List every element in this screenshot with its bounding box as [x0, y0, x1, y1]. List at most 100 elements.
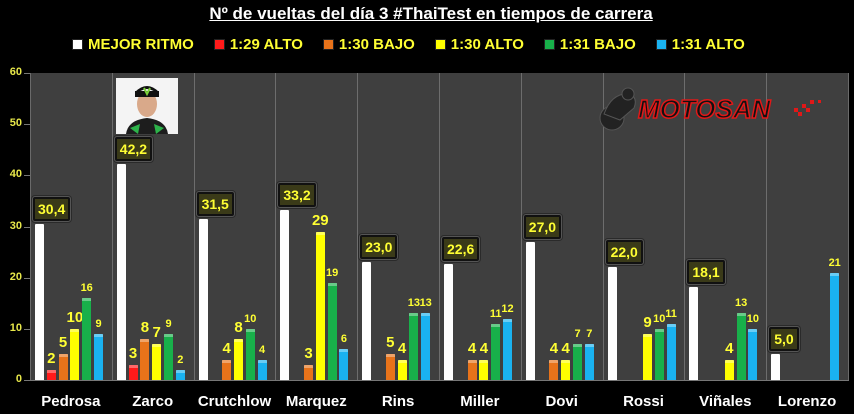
bar-value-label: 4 [222, 339, 231, 357]
bar-value-label: 4 [397, 339, 407, 357]
legend-label: 1:30 ALTO [450, 36, 524, 53]
bar [175, 369, 185, 380]
category-separator [439, 73, 440, 380]
bar [771, 354, 781, 380]
rider-portrait-icon [116, 78, 178, 134]
y-tick-label: 60 [9, 66, 22, 78]
bar [573, 344, 582, 380]
bar-value-label: 10 [653, 312, 666, 325]
category-separator [193, 73, 195, 380]
legend-swatch-icon [72, 39, 83, 50]
bar-value-label: 10 [66, 308, 84, 326]
bar [561, 359, 571, 380]
y-axis-line [30, 73, 31, 381]
bar-value-label: 2 [47, 349, 56, 367]
best-pace-label: 22,6 [440, 236, 481, 263]
bar [689, 287, 699, 380]
chart-title-text: Nº de vueltas del día 3 #ThaiTest en tie… [209, 4, 653, 23]
y-tick-mark [24, 175, 30, 177]
legend-item: 1:30 BAJO [322, 36, 415, 53]
legend-item: 1:30 ALTO [434, 36, 524, 53]
bar-value-label: 11 [665, 307, 677, 320]
bar-value-label: 5 [386, 334, 395, 352]
bar-value-label: 10 [746, 312, 760, 325]
legend-label: 1:31 ALTO [671, 36, 745, 53]
bar [164, 333, 173, 380]
bar [503, 318, 512, 380]
bar-value-label: 7 [152, 324, 161, 342]
x-category-label: Viñales [699, 393, 752, 410]
legend-label: 1:29 ALTO [229, 36, 303, 53]
x-category-label: Crutchlow [197, 393, 272, 410]
bar-value-label: 9 [643, 313, 652, 331]
bar [198, 218, 208, 380]
best-pace-label: 31,5 [195, 190, 235, 217]
legend-label: MEJOR RITMO [88, 36, 194, 53]
bar [46, 369, 56, 380]
x-category-label: Pedrosa [41, 393, 101, 410]
bar-value-label: 7 [586, 328, 593, 341]
motorcycle-rider-icon: MOTOSAN [599, 87, 821, 131]
bar [607, 267, 617, 380]
legend-label: 1:31 BAJO [559, 36, 636, 53]
bar-value-label: 16 [80, 282, 93, 295]
bar-value-label: 6 [340, 333, 347, 346]
bar [549, 359, 559, 380]
y-tick-mark [24, 277, 30, 279]
bar [467, 359, 477, 380]
x-category-label: Lorenzo [777, 393, 837, 410]
bar [58, 354, 68, 380]
best-pace-label: 22,0 [604, 239, 644, 266]
bar [82, 298, 92, 380]
bar [280, 210, 290, 380]
bar [736, 313, 746, 380]
bar-value-label: 13 [734, 297, 748, 310]
chart-title: Nº de vueltas del día 3 #ThaiTest en tie… [0, 4, 854, 24]
bar [304, 364, 313, 380]
legend-item: 1:29 ALTO [213, 36, 303, 53]
bar [362, 262, 372, 380]
bar-value-label: 5 [58, 334, 68, 352]
bar-value-label: 12 [501, 302, 514, 315]
legend-item: 1:31 ALTO [655, 36, 745, 53]
x-category-label: Zarco [132, 393, 174, 410]
best-pace-label: 18,1 [686, 259, 726, 286]
bar [444, 264, 453, 380]
legend-swatch-icon [655, 39, 667, 50]
bar [666, 323, 676, 380]
bar [748, 328, 758, 380]
legend-swatch-icon [322, 39, 334, 50]
bar-value-label: 11 [489, 307, 502, 320]
bar-value-label: 2 [177, 353, 184, 366]
bar-value-label: 4 [549, 339, 559, 357]
bar-value-label: 13 [407, 297, 421, 310]
bar [257, 359, 267, 380]
y-tick-mark [24, 328, 30, 330]
rider-photo [116, 78, 178, 134]
bar-value-label: 4 [259, 343, 266, 356]
bar [525, 241, 535, 380]
bar [479, 359, 489, 380]
bar-value-label: 10 [244, 312, 257, 325]
best-pace-label: 23,0 [359, 234, 399, 261]
bar [35, 224, 44, 380]
bar-value-label: 8 [234, 319, 243, 337]
bar [222, 359, 232, 380]
bar [491, 323, 501, 380]
bar [397, 359, 407, 380]
bar-value-label: 8 [140, 319, 150, 337]
bar-value-label: 19 [325, 266, 339, 279]
y-tick-mark [24, 124, 30, 126]
best-pace-label: 30,4 [31, 196, 72, 223]
y-tick-label: 40 [9, 168, 22, 181]
legend-swatch-icon [434, 39, 446, 50]
y-tick-mark [24, 226, 30, 228]
category-separator [357, 73, 359, 380]
x-category-label: Dovi [545, 393, 578, 410]
y-tick-mark [24, 73, 30, 74]
bar [140, 339, 150, 380]
svg-text:MOTOSAN: MOTOSAN [638, 94, 772, 124]
category-separator [684, 73, 686, 380]
bar-value-label: 9 [95, 317, 102, 330]
best-pace-label: 27,0 [522, 213, 563, 240]
